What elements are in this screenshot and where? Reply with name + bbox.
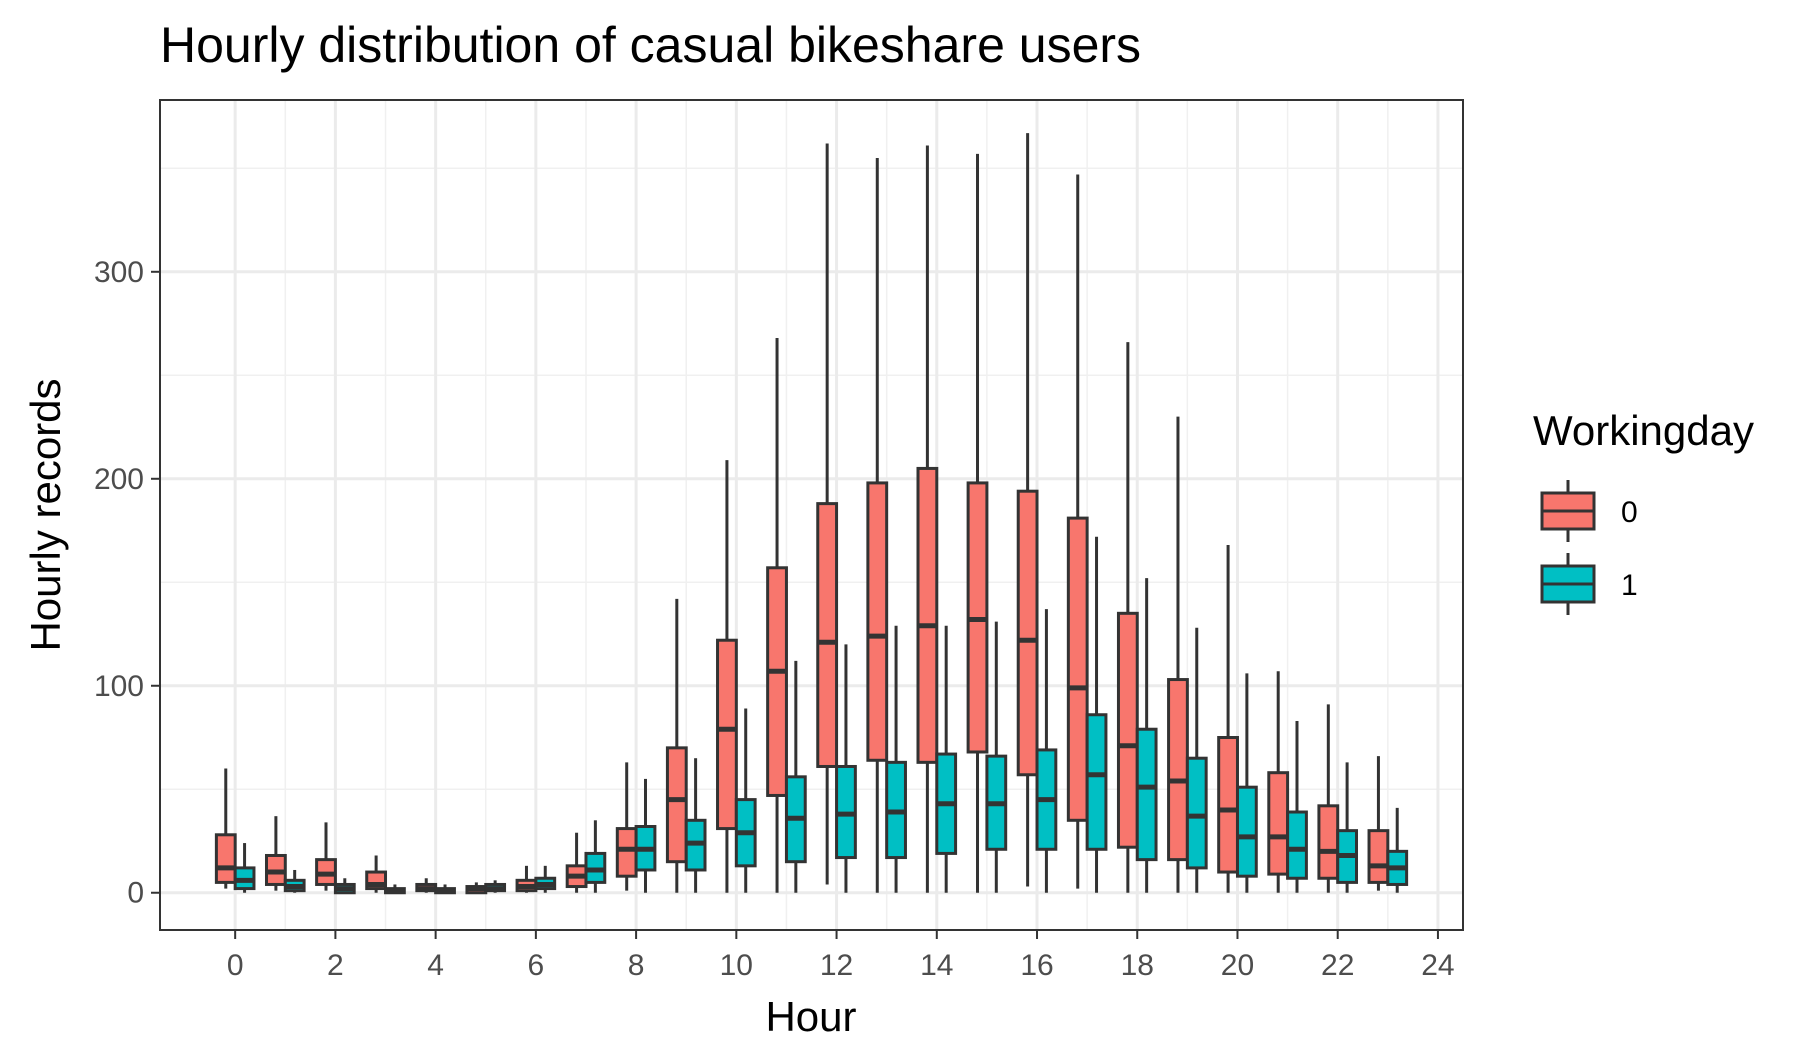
box-iqr [1286, 810, 1308, 880]
box-1-hour-13 [885, 625, 907, 893]
box-0-hour-9 [665, 598, 688, 893]
box-1-hour-9 [684, 758, 707, 893]
y-tick-label: 0 [127, 877, 144, 910]
y-tick-label: 200 [94, 463, 144, 496]
x-axis-title: Hour [765, 993, 856, 1040]
box-0-hour-1 [264, 816, 287, 891]
legend-label: 0 [1621, 496, 1638, 529]
x-tick-label: 22 [1321, 949, 1354, 982]
legend-items: 01 [1540, 480, 1638, 615]
legend-title: Workingday [1533, 407, 1754, 454]
box-iqr [1185, 756, 1208, 870]
x-tick-label: 2 [327, 949, 344, 982]
x-tick-label: 16 [1020, 949, 1053, 982]
x-tick-label: 12 [820, 949, 853, 982]
y-tick-label: 100 [94, 670, 144, 703]
panel-border [159, 99, 1464, 931]
box-0-hour-19 [1167, 416, 1189, 893]
box-1-hour-10 [734, 708, 757, 893]
x-tick-label: 0 [227, 949, 244, 982]
box-1-hour-6 [534, 865, 557, 893]
box-1-hour-18 [1135, 578, 1158, 893]
box-0-hour-16 [1016, 133, 1039, 887]
box-0-hour-21 [1267, 671, 1290, 893]
box-iqr [1167, 678, 1189, 862]
plot-panel [159, 99, 1464, 931]
chart-title: Hourly distribution of casual bikeshare … [160, 17, 1141, 73]
box-iqr [1267, 771, 1290, 876]
box-iqr [1317, 804, 1340, 880]
box-0-hour-11 [766, 338, 788, 893]
box-iqr [816, 502, 839, 768]
box-0-hour-3 [365, 855, 388, 893]
y-tick-label: 300 [94, 256, 144, 289]
box-iqr [214, 833, 237, 884]
box-1-hour-22 [1336, 762, 1359, 893]
box-iqr [665, 746, 688, 864]
x-axis: 0 2 4 6 8 10 12 14 16 18 20 22 24 [227, 930, 1455, 982]
box-1-hour-17 [1085, 536, 1108, 893]
box-1-hour-11 [784, 660, 807, 893]
x-tick-label: 4 [427, 949, 444, 982]
box-iqr [1066, 516, 1089, 822]
x-tick-label: 10 [720, 949, 753, 982]
box-1-hour-20 [1235, 673, 1258, 893]
box-1-hour-21 [1286, 720, 1308, 893]
box-1-hour-8 [634, 778, 657, 893]
x-tick-label: 8 [628, 949, 645, 982]
x-tick-label: 24 [1421, 949, 1454, 982]
box-1-hour-0 [233, 843, 256, 893]
box-0-hour-10 [716, 460, 738, 893]
y-axis-title: Hourly records [22, 378, 69, 651]
box-1-hour-19 [1185, 627, 1208, 893]
legend-item-0: 0 [1540, 480, 1638, 542]
box-1-hour-12 [835, 644, 857, 893]
box-1-hour-5 [484, 880, 507, 893]
box-iqr [716, 638, 738, 831]
x-tick-label: 20 [1221, 949, 1254, 982]
box-0-hour-0 [214, 768, 237, 889]
legend: Workingday 01 [1533, 407, 1754, 615]
box-1-hour-7 [584, 820, 607, 893]
box-1-hour-1 [283, 869, 306, 893]
box-0-hour-17 [1066, 174, 1089, 889]
box-1-hour-2 [333, 878, 356, 895]
legend-label: 1 [1621, 569, 1638, 602]
box-iqr [1085, 713, 1108, 851]
box-1-hour-15 [985, 621, 1008, 893]
box-1-hour-4 [434, 884, 456, 895]
box-0-hour-14 [916, 145, 939, 893]
x-tick-label: 6 [528, 949, 545, 982]
legend-item-1: 1 [1540, 553, 1638, 615]
box-iqr [1235, 785, 1258, 878]
box-iqr [766, 566, 788, 797]
box-iqr [1217, 736, 1239, 874]
y-axis: 0 100 200 300 [94, 256, 160, 910]
box-iqr [1367, 829, 1390, 884]
box-iqr [1116, 611, 1139, 849]
box-iqr [866, 481, 889, 762]
box-1-hour-3 [384, 884, 406, 895]
box-iqr [1135, 727, 1158, 862]
box-0-hour-4 [415, 878, 438, 893]
box-iqr [615, 827, 638, 878]
box-1-hour-23 [1386, 807, 1409, 893]
box-1-hour-16 [1035, 609, 1058, 893]
x-tick-label: 14 [920, 949, 953, 982]
box-0-hour-20 [1217, 545, 1239, 893]
box-0-hour-2 [315, 822, 337, 891]
box-0-hour-13 [866, 157, 889, 893]
boxes [214, 133, 1409, 895]
x-tick-label: 18 [1121, 949, 1154, 982]
box-0-hour-22 [1317, 704, 1340, 893]
box-iqr [1016, 489, 1039, 777]
box-0-hour-12 [816, 143, 839, 885]
box-0-hour-15 [966, 153, 989, 893]
box-iqr [916, 466, 939, 764]
box-1-hour-14 [935, 625, 958, 893]
